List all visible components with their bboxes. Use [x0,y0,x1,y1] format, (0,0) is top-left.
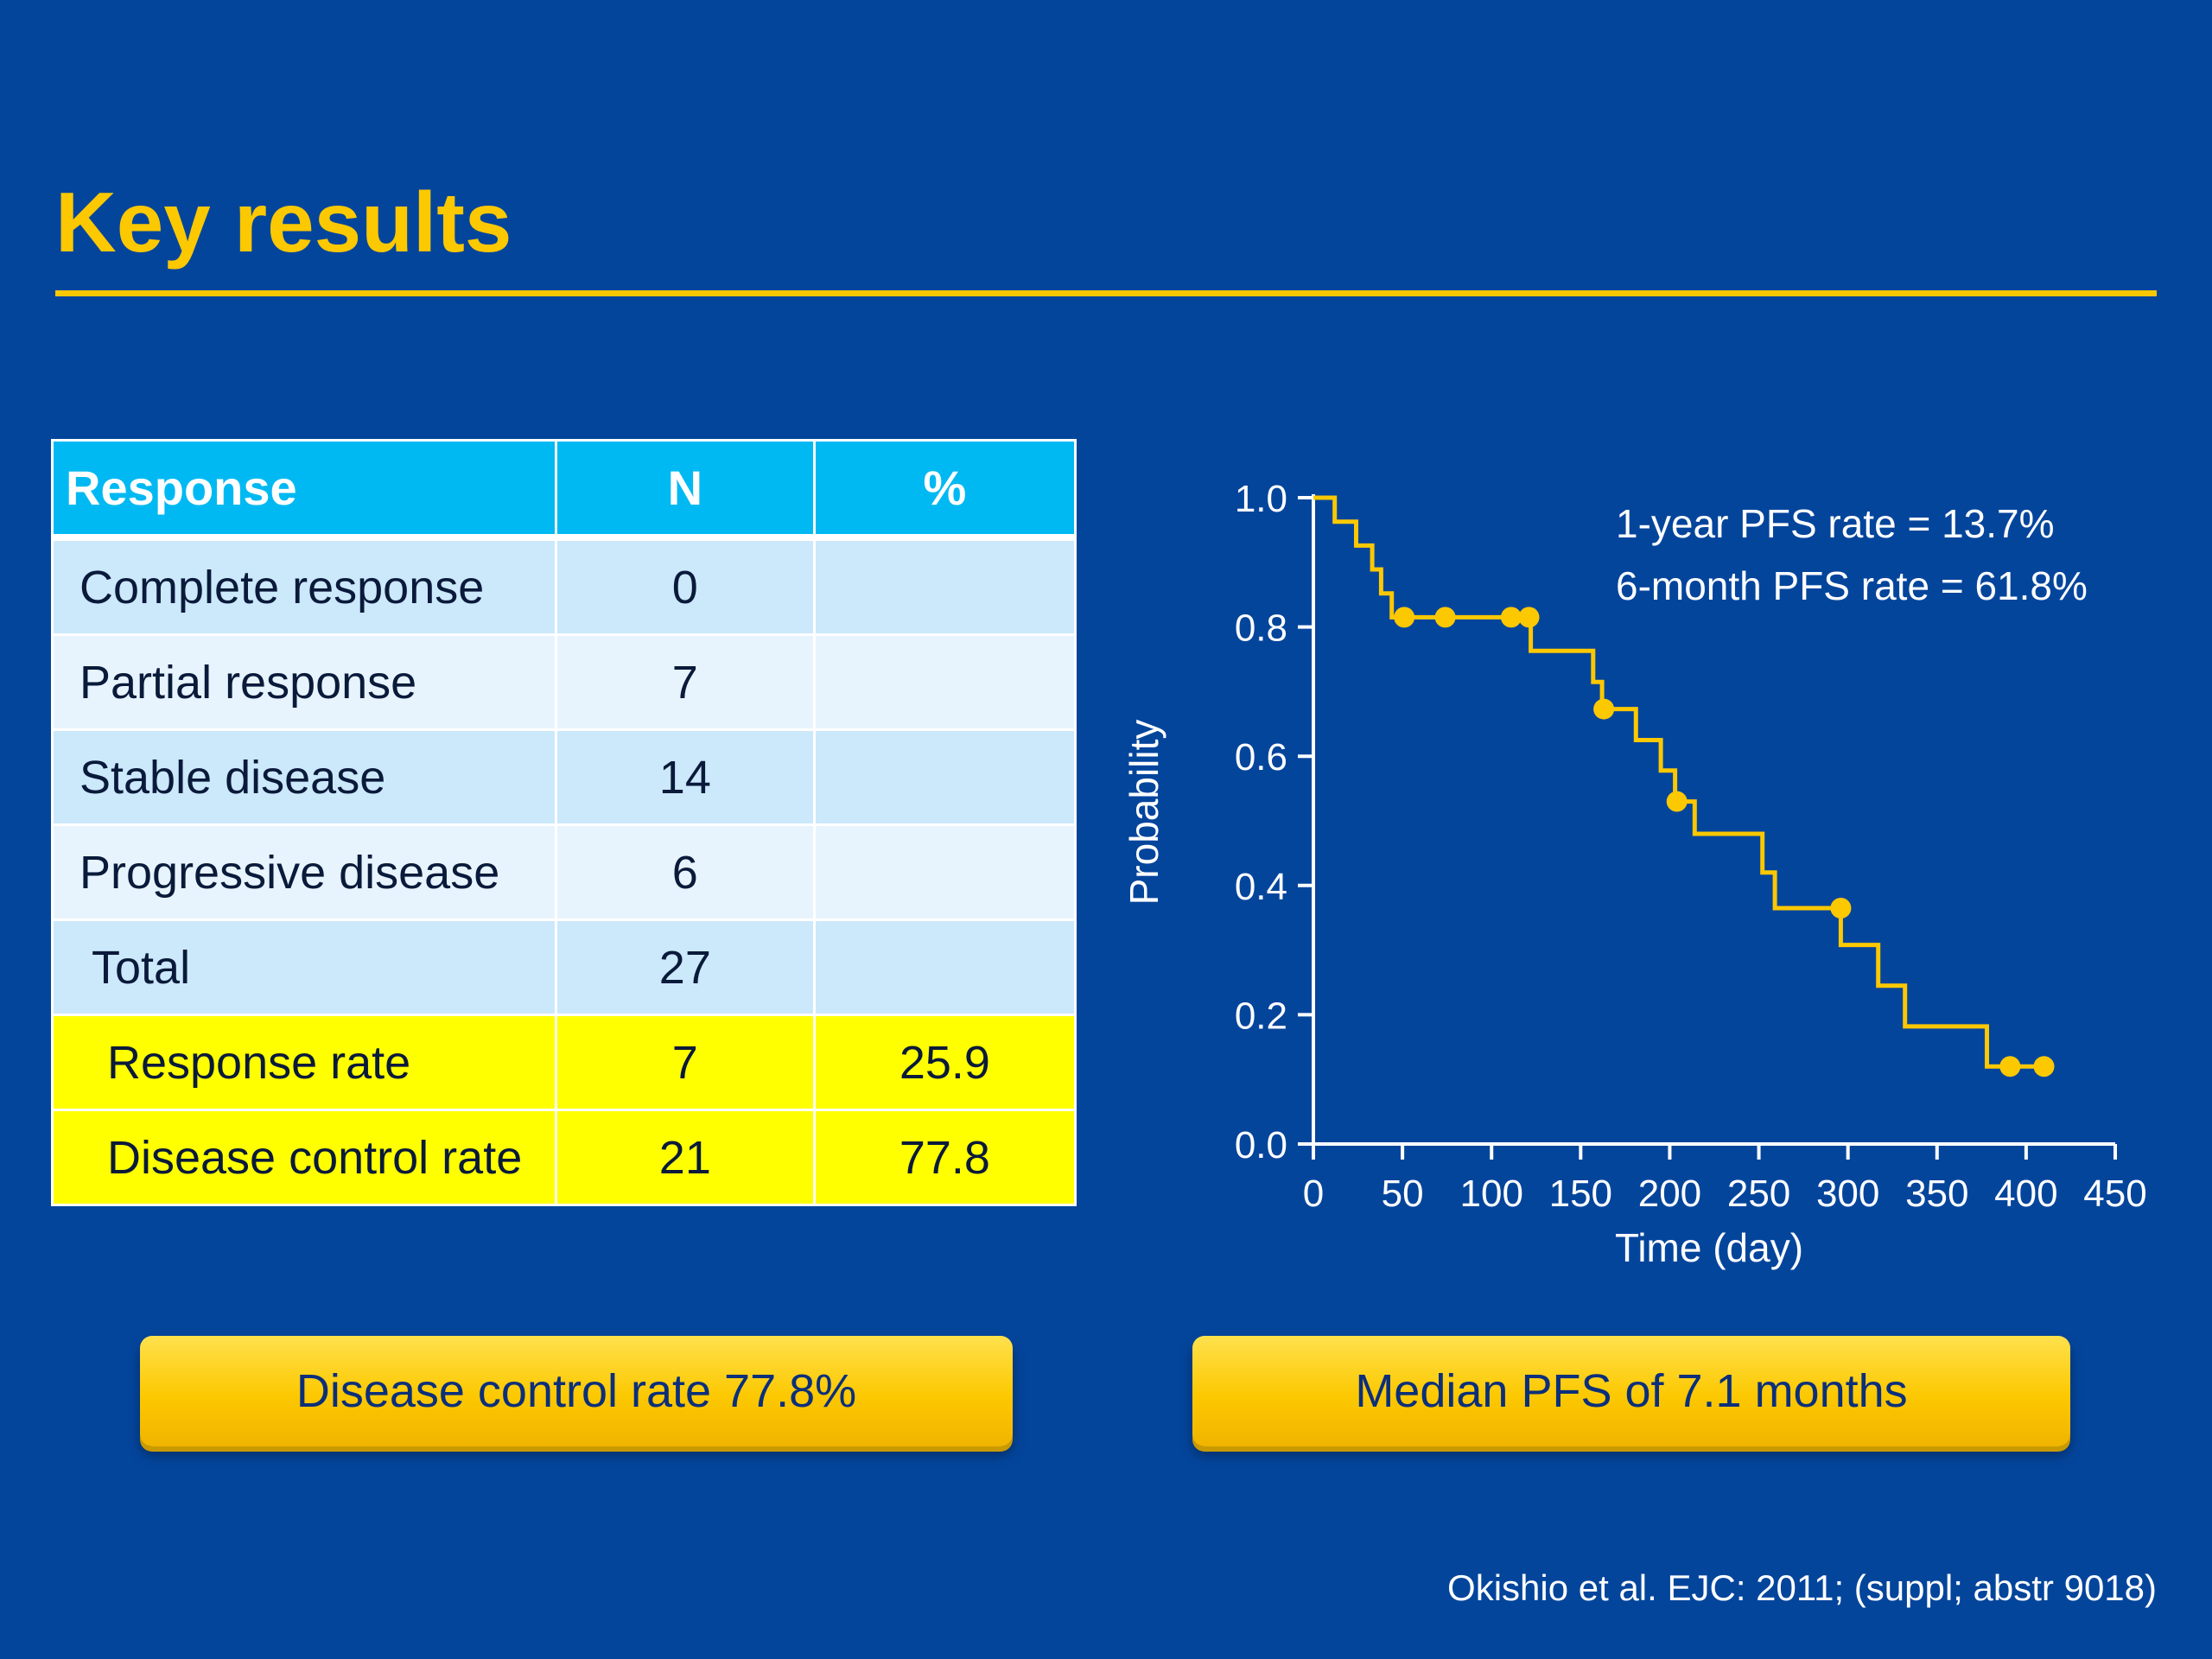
row-pct [812,918,1077,1016]
row-pct [812,633,1077,731]
table-row-total: Total 27 [51,918,1077,1016]
table-row-highlight: Disease control rate 21 77.8 [51,1109,1077,1206]
y-tick-label: 0.6 [1235,736,1287,779]
dcr-callout: Disease control rate 77.8% [140,1336,1013,1446]
row-n: 7 [554,633,816,731]
row-label: Complete response [51,536,557,636]
row-label: Progressive disease [51,823,557,921]
x-tick-label: 250 [1727,1173,1790,1215]
censored-point [1394,607,1415,628]
x-tick-label: 150 [1549,1173,1612,1215]
table-row: Partial response 7 [51,633,1077,731]
annotation-6mo-pfs: 6-month PFS rate = 61.8% [1616,563,2088,608]
table-row-highlight: Response rate 7 25.9 [51,1014,1077,1111]
row-n: 6 [554,823,816,921]
table-row: Complete response 0 [51,536,1077,636]
row-n: 7 [554,1014,816,1111]
median-pfs-callout: Median PFS of 7.1 months [1192,1336,2070,1446]
title-rule [55,290,2157,296]
x-ticks: 0 50 100 150 200 250 300 350 400 450 [1303,1144,2147,1215]
x-tick-label: 50 [1382,1173,1424,1215]
x-tick-label: 400 [1994,1173,2057,1215]
censored-point [1518,607,1540,628]
row-pct: 25.9 [812,1014,1077,1111]
response-table: Response N % Complete response 0 Partial… [51,439,1077,1206]
y-tick-label: 0.0 [1235,1124,1287,1166]
y-tick-label: 0.2 [1235,995,1287,1037]
y-axis-label: Probability [1122,720,1166,906]
pfs-kaplan-meier-chart: 0.0 0.2 0.4 0.6 0.8 1.0 0 50 100 150 200 250 300 350… [1122,478,2147,1270]
row-label: Total [51,918,557,1016]
citation: Okishio et al. EJC: 2011; (suppl; abstr … [1447,1567,2157,1608]
censored-point [1593,698,1615,720]
x-tick-label: 300 [1816,1173,1879,1215]
censored-point [1500,607,1522,628]
row-label: Response rate [51,1014,557,1111]
table-header-row: Response N % [51,439,1077,541]
x-tick-label: 100 [1460,1173,1523,1215]
row-n: 14 [554,728,816,826]
censored-point [1830,897,1852,918]
row-n: 27 [554,918,816,1016]
censored-point [1666,791,1688,812]
header-response: Response [51,439,557,541]
pfs-curve [1313,495,2044,1069]
slide-title: Key results [55,175,512,270]
row-pct: 77.8 [812,1109,1077,1206]
row-pct [812,728,1077,826]
censored-point [1999,1056,2021,1077]
censored-marks [1394,607,2055,1077]
censored-point [2033,1056,2055,1077]
y-tick-label: 1.0 [1235,478,1287,520]
row-pct [812,536,1077,636]
row-label: Disease control rate [51,1109,557,1206]
y-ticks: 0.0 0.2 0.4 0.6 0.8 1.0 [1235,478,1313,1166]
y-tick-label: 0.8 [1235,607,1287,650]
row-n: 0 [554,536,816,636]
x-tick-label: 350 [1905,1173,1968,1215]
header-percent: % [812,439,1077,541]
table-row: Stable disease 14 [51,728,1077,826]
x-tick-label: 450 [2083,1173,2146,1215]
x-tick-label: 200 [1638,1173,1701,1215]
row-pct [812,823,1077,921]
x-tick-label: 0 [1303,1173,1324,1215]
row-label: Stable disease [51,728,557,826]
x-axis-label: Time (day) [1615,1225,1803,1270]
censored-point [1434,607,1456,628]
y-tick-label: 0.4 [1235,866,1287,908]
table-row: Progressive disease 6 [51,823,1077,921]
annotation-1yr-pfs: 1-year PFS rate = 13.7% [1616,501,2055,546]
chart-axes [1312,494,2115,1146]
row-n: 21 [554,1109,816,1206]
row-label: Partial response [51,633,557,731]
header-n: N [554,439,816,541]
